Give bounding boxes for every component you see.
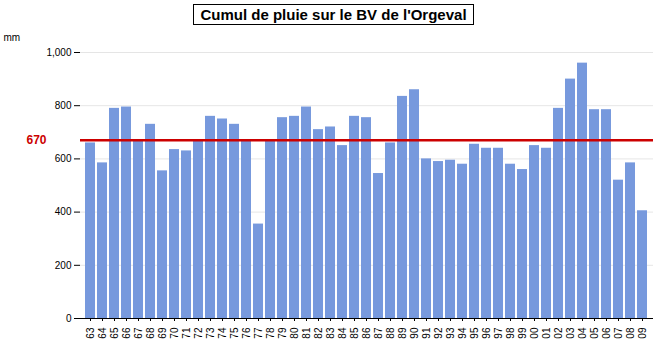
svg-text:75: 75 [229,327,240,339]
svg-text:69: 69 [157,327,168,339]
svg-text:95: 95 [469,327,480,339]
svg-text:82: 82 [313,327,324,339]
svg-text:03: 03 [565,327,576,339]
svg-text:99: 99 [517,327,528,339]
svg-text:63: 63 [85,327,96,339]
svg-text:97: 97 [493,327,504,339]
svg-text:92: 92 [433,327,444,339]
svg-text:76: 76 [241,327,252,339]
html-text:Cumul de pluie sur le BV de l': Cumul de pluie sur le BV de l'Orgeval [200,6,467,23]
svg-text:200: 200 [55,260,72,271]
svg-text:07: 07 [613,327,624,339]
svg-text:600: 600 [55,153,72,164]
svg-text:84: 84 [337,327,348,339]
svg-text:85: 85 [349,327,360,339]
svg-text:mm: mm [4,32,21,43]
svg-text:05: 05 [589,327,600,339]
svg-text:93: 93 [445,327,456,339]
svg-text:800: 800 [55,100,72,111]
svg-text:67: 67 [133,327,144,339]
svg-text:06: 06 [601,327,612,339]
svg-text:02: 02 [553,327,564,339]
svg-text:90: 90 [409,327,420,339]
svg-text:71: 71 [181,327,192,339]
svg-text:88: 88 [385,327,396,339]
svg-text:400: 400 [55,206,72,217]
svg-text:89: 89 [397,327,408,339]
svg-text:86: 86 [361,327,372,339]
svg-text:96: 96 [481,327,492,339]
svg-text:70: 70 [169,327,180,339]
svg-text:64: 64 [97,327,108,339]
svg-text:1,000: 1,000 [46,47,71,58]
svg-text:65: 65 [109,327,120,339]
svg-text:83: 83 [325,327,336,339]
svg-text:77: 77 [253,327,264,339]
svg-text:08: 08 [625,327,636,339]
svg-text:72: 72 [193,327,204,339]
svg-text:94: 94 [457,327,468,339]
svg-text:04: 04 [577,327,588,339]
svg-text:81: 81 [301,327,312,339]
svg-text:79: 79 [277,327,288,339]
svg-text:91: 91 [421,327,432,339]
svg-text:0: 0 [66,313,72,324]
svg-text:74: 74 [217,327,228,339]
svg-text:98: 98 [505,327,516,339]
svg-text:09: 09 [637,327,648,339]
svg-text:01: 01 [541,327,552,339]
svg-text:68: 68 [145,327,156,339]
svg-text:73: 73 [205,327,216,339]
svg-text:78: 78 [265,327,276,339]
svg-text:80: 80 [289,327,300,339]
svg-text:00: 00 [529,327,540,339]
svg-text:87: 87 [373,327,384,339]
svg-text:66: 66 [121,327,132,339]
svg-text:670: 670 [26,133,46,147]
